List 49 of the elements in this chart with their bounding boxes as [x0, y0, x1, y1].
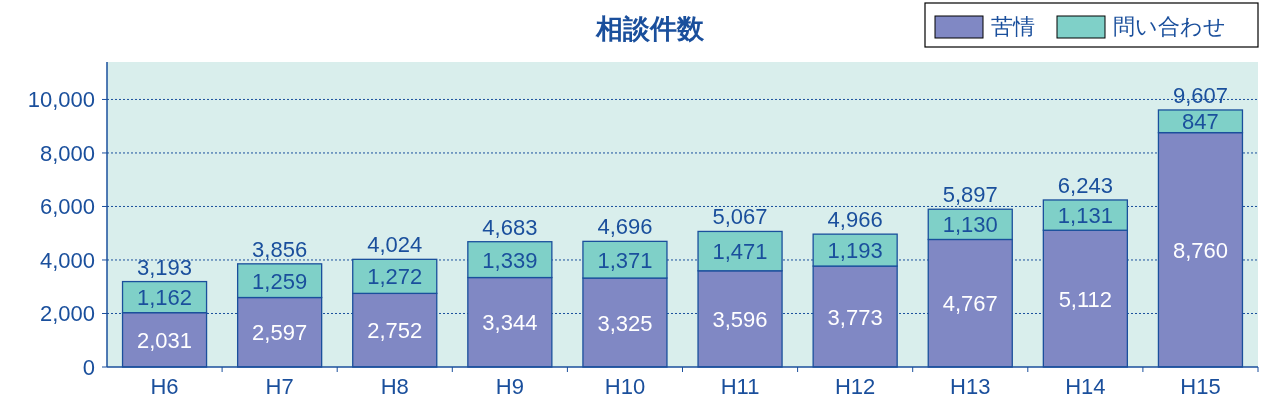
x-tick-label: H9	[495, 374, 524, 399]
x-tick-label: H11	[720, 374, 760, 399]
total-label: 3,856	[252, 236, 308, 262]
data-label: 1,131	[1057, 203, 1113, 229]
y-tick-label: 2,000	[39, 301, 95, 327]
data-label: 1,339	[482, 247, 538, 273]
y-tick-label: 6,000	[39, 194, 95, 220]
chart-title: 相談件数	[595, 14, 705, 44]
legend-label: 問い合わせ	[1113, 14, 1226, 39]
data-label: 3,325	[597, 310, 653, 336]
y-tick-label: 8,000	[39, 140, 95, 166]
data-label: 1,162	[137, 285, 193, 311]
data-label: 8,760	[1172, 237, 1228, 263]
total-label: 4,696	[597, 214, 653, 240]
data-label: 1,193	[827, 238, 883, 264]
data-label: 847	[1182, 109, 1219, 135]
data-label: 3,773	[827, 304, 883, 330]
x-tick-label: H10	[604, 374, 646, 399]
x-tick-label: H7	[265, 374, 294, 399]
data-label: 2,752	[367, 318, 423, 344]
data-label: 2,031	[137, 327, 193, 353]
y-tick-label: 10,000	[27, 87, 95, 113]
y-tick-label: 4,000	[39, 247, 95, 273]
total-label: 4,024	[367, 232, 423, 258]
total-label: 5,067	[712, 204, 768, 230]
total-label: 9,607	[1172, 82, 1228, 108]
data-label: 4,767	[942, 291, 998, 317]
x-tick-label: H13	[950, 374, 991, 399]
total-label: 5,897	[942, 182, 998, 208]
data-label: 2,597	[252, 320, 308, 346]
x-tick-label: H12	[834, 374, 876, 399]
data-label: 1,471	[712, 239, 768, 265]
data-label: 1,130	[942, 212, 998, 238]
data-label: 3,596	[712, 306, 768, 332]
y-tick-label: 0	[82, 355, 95, 380]
x-tick-label: H14	[1065, 374, 1106, 399]
data-label: 1,371	[597, 247, 653, 273]
data-label: 1,272	[367, 264, 423, 290]
total-label: 4,683	[482, 214, 538, 240]
data-label: 1,259	[252, 268, 308, 294]
data-label: 3,344	[482, 310, 538, 336]
x-tick-label: H8	[380, 374, 409, 399]
x-tick-label: H15	[1180, 374, 1221, 399]
total-label: 4,966	[827, 207, 883, 233]
total-label: 6,243	[1057, 172, 1113, 198]
x-tick-label: H6	[150, 374, 179, 399]
legend-label: 苦情	[991, 14, 1035, 39]
total-label: 3,193	[137, 254, 193, 280]
data-label: 5,112	[1058, 286, 1113, 312]
